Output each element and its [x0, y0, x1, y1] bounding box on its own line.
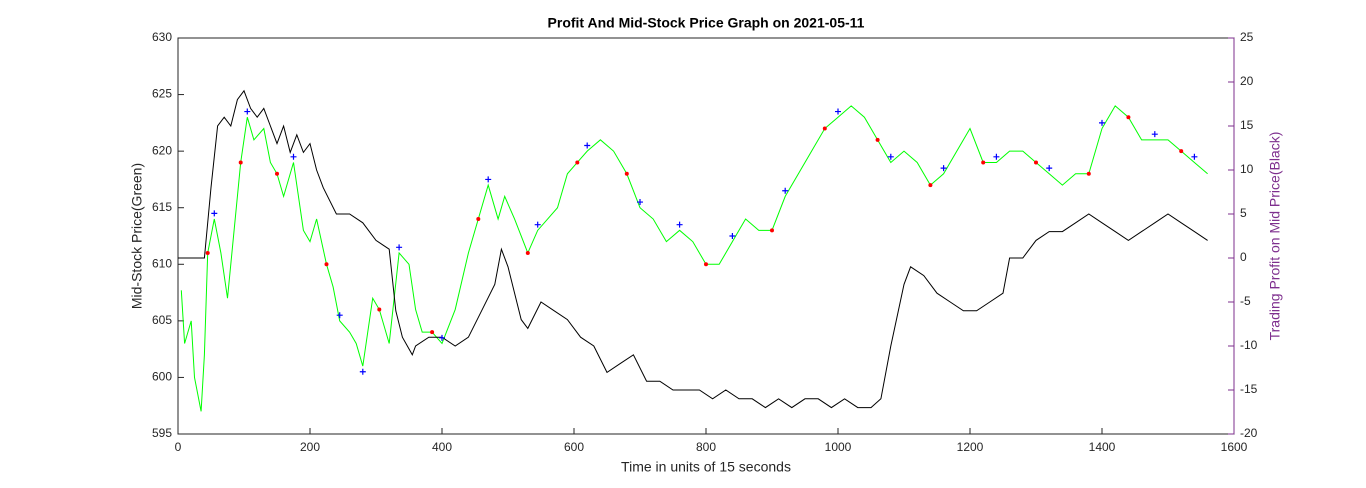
- dot-marker: [704, 262, 708, 267]
- dot-marker: [928, 183, 933, 188]
- x-axis-label: Time in units of 15 seconds: [621, 459, 791, 475]
- y2-tick-label: 0: [1240, 250, 1247, 264]
- dot-marker: [238, 160, 243, 165]
- plot-area: [177, 37, 1235, 435]
- y-tick-label: 595: [152, 426, 172, 440]
- plus-marker: [729, 233, 736, 239]
- y2-axis-label: Trading Profit on Mid Price(Black): [1267, 132, 1283, 341]
- dot-marker: [875, 137, 880, 142]
- x-tick-label: 1600: [1221, 440, 1248, 454]
- dot-marker: [476, 217, 481, 222]
- series-line: [178, 89, 1208, 409]
- y2-tick-label: 15: [1240, 118, 1254, 132]
- y-axis-label: Mid-Stock Price(Green): [129, 163, 145, 309]
- plus-marker: [637, 199, 643, 206]
- plus-marker: [485, 176, 492, 183]
- plus-marker: [244, 108, 251, 115]
- y-tick-label: 610: [152, 256, 172, 270]
- plus-marker: [835, 108, 841, 115]
- plus-marker: [887, 153, 894, 160]
- x-tick-label: 1000: [825, 440, 852, 454]
- x-tick-label: 800: [696, 440, 716, 454]
- y2-tick-label: -5: [1240, 294, 1251, 308]
- dot-marker: [430, 330, 435, 335]
- plus-marker: [1099, 119, 1105, 126]
- chart-title: Profit And Mid-Stock Price Graph on 2021…: [548, 15, 865, 31]
- dot-marker: [822, 126, 827, 131]
- plus-marker: [1151, 131, 1158, 138]
- dot-marker: [377, 307, 382, 312]
- dot-marker: [1126, 115, 1131, 120]
- dot-marker: [205, 250, 210, 255]
- x-tick-label: 600: [564, 440, 584, 454]
- plus-marker: [534, 221, 541, 228]
- x-tick-label: 0: [175, 440, 182, 454]
- plus-marker: [940, 165, 947, 172]
- plus-marker: [1191, 153, 1198, 160]
- plus-marker: [336, 312, 343, 319]
- plus-marker: [290, 153, 297, 160]
- plus-marker: [676, 221, 683, 228]
- plus-marker: [211, 210, 218, 217]
- dot-marker: [624, 171, 629, 176]
- x-tick-label: 200: [300, 440, 320, 454]
- plus-marker: [993, 153, 1000, 160]
- dot-marker: [575, 160, 580, 165]
- y2-tick-label: 20: [1240, 74, 1254, 88]
- x-tick-label: 400: [432, 440, 452, 454]
- dot-marker: [275, 171, 279, 176]
- y2-tick-label: -20: [1240, 426, 1258, 440]
- plus-marker: [439, 334, 445, 341]
- dot-marker: [1179, 149, 1184, 154]
- dot-marker: [525, 250, 530, 255]
- y2-tick-label: 5: [1240, 206, 1247, 220]
- x-tick-label: 1200: [957, 440, 984, 454]
- y-tick-label: 605: [152, 313, 172, 327]
- y2-tick-label: 25: [1240, 30, 1254, 44]
- dot-marker: [981, 160, 986, 165]
- y2-tick-label: -15: [1240, 382, 1258, 396]
- y-tick-label: 615: [152, 200, 172, 214]
- series-line: [180, 105, 1208, 412]
- x-tick-label: 1400: [1089, 440, 1116, 454]
- y2-tick-label: -10: [1240, 338, 1258, 352]
- dot-marker: [324, 262, 329, 267]
- plus-marker: [359, 368, 366, 375]
- plus-marker: [782, 187, 789, 194]
- y-tick-label: 625: [152, 87, 172, 101]
- dot-marker: [1086, 171, 1091, 176]
- dot-marker: [1034, 160, 1038, 165]
- plus-marker: [584, 142, 591, 149]
- y-tick-label: 630: [152, 30, 172, 44]
- y-tick-label: 620: [152, 143, 172, 157]
- y2-tick-label: 10: [1240, 162, 1254, 176]
- plus-marker: [1046, 165, 1053, 172]
- plus-marker: [396, 244, 403, 251]
- dot-marker: [770, 228, 774, 233]
- y-tick-label: 600: [152, 370, 172, 384]
